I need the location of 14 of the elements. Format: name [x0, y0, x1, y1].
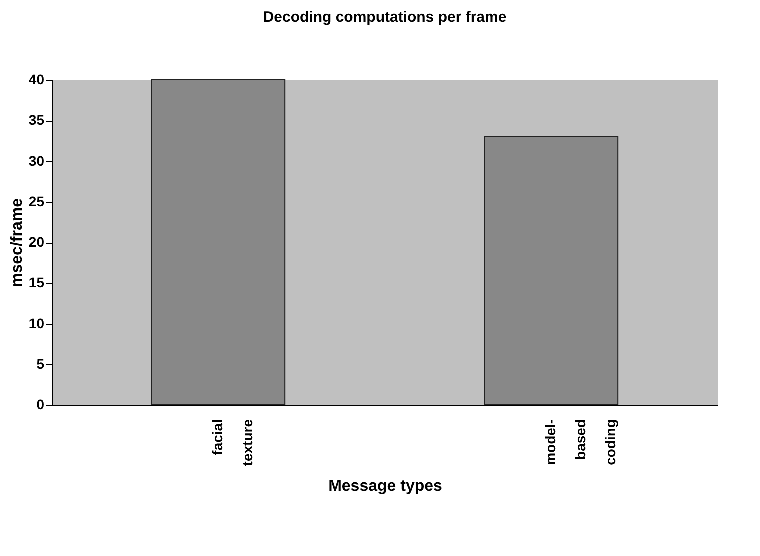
x-tick-label: model-based coding [542, 419, 618, 466]
y-tick-label: 35 [28, 112, 45, 128]
chart-title: Decoding computations per frame [263, 9, 507, 26]
y-tick-label: 40 [28, 72, 45, 88]
y-tick-label: 25 [28, 193, 45, 210]
x-axis-title: Message types [328, 478, 443, 496]
y-tick-label: 5 [36, 356, 45, 372]
y-tick-label: 0 [36, 396, 45, 412]
y-axis-title: msec/frame [8, 198, 26, 288]
x-tick-label: facial texture [210, 419, 256, 466]
y-tick-label: 15 [28, 274, 45, 291]
y-tick-label: 20 [28, 234, 45, 250]
y-tick-label: 30 [28, 152, 45, 169]
y-tick-label: 10 [28, 315, 45, 332]
